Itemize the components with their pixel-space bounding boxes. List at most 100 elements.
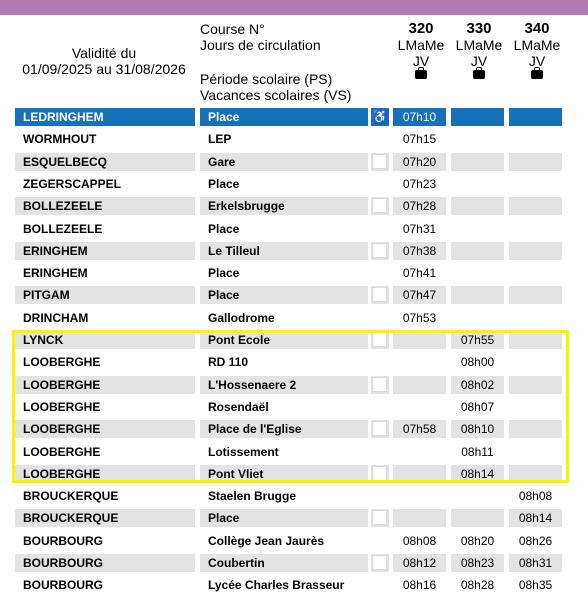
validity-dates: 01/09/2025 au 31/08/2026: [22, 61, 186, 77]
timetable-header: Validité du 01/09/2025 au 31/08/2026 Cou…: [0, 15, 588, 105]
timetable-row: LEDRINGHEM Place ♿ 07h10: [0, 107, 588, 129]
departure-time: [451, 286, 504, 305]
accessibility-cell: [371, 576, 389, 594]
accessibility-cell: [371, 175, 389, 193]
departure-time: [393, 509, 446, 528]
town-name: PITGAM: [15, 286, 195, 305]
departure-time: 08h20: [460, 533, 495, 548]
town-name: LOOBERGHE: [23, 399, 101, 414]
departure-time: [509, 375, 562, 394]
departure-time: [509, 220, 562, 238]
stop-name: RD 110: [208, 355, 249, 370]
course-number: 330: [466, 20, 492, 37]
school-holidays-label: Vacances scolaires (VS): [200, 87, 352, 103]
town-name: BOURBOURG: [23, 578, 103, 593]
departure-time: [451, 509, 504, 528]
course-number: 320: [408, 20, 434, 37]
departure-time: [451, 130, 504, 148]
departure-time: 08h02: [451, 375, 504, 394]
timetable-row: ERINGHEM Place 07h41: [0, 263, 588, 285]
town-name: BROUCKERQUE: [15, 509, 195, 528]
course-days: LMaMe: [455, 37, 503, 53]
town-name: ERINGHEM: [15, 241, 195, 260]
accessibility-cell: [371, 220, 389, 238]
stop-name: Lycée Charles Brasseur: [208, 578, 345, 593]
town-name: LYNCK: [15, 331, 195, 349]
accessibility-cell: [371, 464, 389, 483]
course-320-header: 320 LMaMe JV: [393, 21, 449, 79]
accessibility-cell: [371, 532, 389, 550]
accessibility-cell: [371, 375, 389, 394]
stop-name: Place: [200, 286, 368, 305]
departure-time: [509, 264, 562, 282]
departure-time: [509, 108, 562, 126]
stop-name: Gallodrome: [208, 310, 275, 325]
timetable-row: WORMHOUT LEP 07h15: [0, 129, 588, 151]
stop-name: Gare: [200, 152, 368, 171]
departure-time: 08h08: [402, 533, 437, 548]
timetable-row: LYNCK Pont Ecole 07h55: [0, 330, 588, 352]
timetable-row: ERINGHEM Le Tilleul 07h38: [0, 241, 588, 263]
timetable-row: BOLLEZEELE Place 07h31: [0, 219, 588, 241]
stop-name: Erkelsbrugge: [200, 197, 368, 216]
departure-time: [393, 464, 446, 483]
accessibility-cell: [371, 241, 389, 260]
timetable-row: LOOBERGHE Pont Vliet 08h14: [0, 464, 588, 486]
timetable-row: LOOBERGHE RD 110 08h00: [0, 352, 588, 374]
timetable-row: BROUCKERQUE Staelen Brugge 08h08: [0, 486, 588, 508]
stop-name: Place: [208, 176, 240, 191]
accessibility-cell: [371, 197, 389, 216]
stop-name: LEP: [208, 132, 232, 147]
schoolbag-icon: [531, 67, 543, 79]
departure-time: [509, 241, 562, 260]
departure-time: 08h28: [460, 578, 495, 593]
accessibility-cell: [371, 130, 389, 148]
days-label: Jours de circulation: [200, 37, 321, 53]
timetable-row: BOURBOURG Lycée Charles Brasseur 08h16 08h2…: [0, 575, 588, 597]
departure-time: 08h16: [402, 578, 437, 593]
stop-name: Place: [200, 509, 368, 528]
departure-time: 07h28: [393, 197, 446, 216]
town-name: ESQUELBECQ: [15, 152, 195, 171]
stop-name: Collège Jean Jaurès: [208, 533, 325, 548]
departure-time: [509, 331, 562, 349]
stop-name: Lotissement: [208, 444, 279, 459]
departure-time: 08h07: [460, 399, 495, 414]
departure-time: 08h00: [460, 355, 495, 370]
school-period-label: Période scolaire (PS): [200, 71, 333, 87]
town-name: LOOBERGHE: [15, 375, 195, 394]
departure-time: [451, 487, 504, 505]
timetable-row: ESQUELBECQ Gare 07h20: [0, 152, 588, 174]
departure-time: 07h15: [402, 132, 437, 147]
town-name: BOLLEZEELE: [15, 197, 195, 216]
departure-time: [509, 420, 562, 439]
timetable-row: ZEGERSCAPPEL Place 07h23: [0, 174, 588, 196]
town-name: BOLLEZEELE: [23, 221, 103, 236]
stop-name: Place de l'Eglise: [200, 420, 368, 439]
town-name: LEDRINGHEM: [15, 108, 195, 126]
stop-name: Place: [200, 108, 368, 126]
accessibility-cell: [371, 286, 389, 305]
validity-period: Validité du 01/09/2025 au 31/08/2026: [8, 45, 200, 77]
departure-time: 07h47: [393, 286, 446, 305]
stop-name: Staelen Brugge: [208, 489, 297, 504]
accessibility-cell: [371, 309, 389, 327]
stop-name: Rosendaël: [208, 399, 269, 414]
course-days: JV: [412, 53, 430, 69]
departure-time: 07h38: [393, 241, 446, 260]
town-name: ZEGERSCAPPEL: [23, 176, 122, 191]
schoolbag-icon: [473, 67, 485, 79]
departure-time: 08h08: [518, 489, 553, 504]
course-330-header: 330 LMaMe JV: [451, 21, 507, 79]
departure-time: 08h10: [451, 420, 504, 439]
departure-time: [509, 152, 562, 171]
highlight-frame: [12, 330, 569, 483]
accessibility-cell: [371, 554, 389, 572]
departure-time: 07h10: [393, 108, 446, 126]
timetable-row: BOURBOURG Collège Jean Jaurès 08h08 08h20 08…: [0, 531, 588, 553]
town-name: LOOBERGHE: [23, 444, 101, 459]
departure-time: 07h31: [402, 221, 437, 236]
town-name: BOURBOURG: [23, 533, 103, 548]
town-name: ERINGHEM: [23, 266, 88, 281]
departure-time: 08h12: [393, 554, 446, 572]
